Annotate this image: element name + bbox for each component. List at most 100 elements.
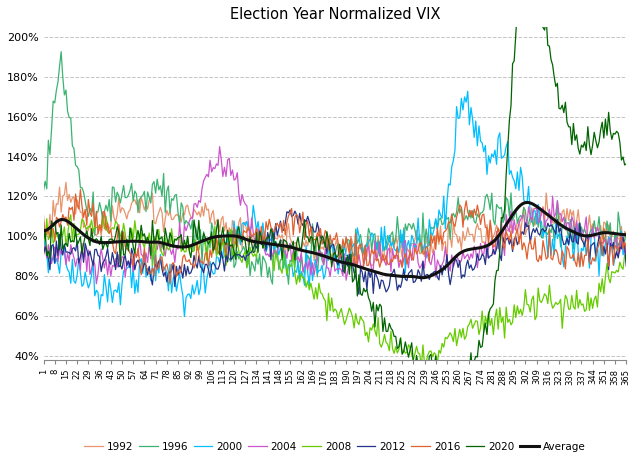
1996 [285, 282, 292, 287]
2016 [166, 281, 174, 287]
2000 [542, 231, 550, 237]
Average [40, 228, 47, 234]
2012 [275, 226, 283, 231]
2012 [200, 270, 207, 276]
2000 [40, 232, 47, 238]
2008 [273, 258, 281, 263]
2000 [163, 271, 171, 276]
Line: 2012: 2012 [44, 210, 627, 294]
Line: Average: Average [44, 202, 627, 278]
1996 [542, 230, 550, 235]
2020 [542, 16, 550, 21]
Average [542, 211, 550, 216]
Average [523, 200, 531, 205]
2008 [276, 266, 284, 272]
Average [419, 275, 427, 280]
Average [272, 242, 280, 248]
2008 [164, 247, 172, 253]
2004 [542, 218, 550, 224]
Line: 2020: 2020 [44, 0, 627, 389]
1996 [202, 237, 209, 242]
2020 [275, 242, 283, 247]
2020 [200, 230, 207, 236]
2012 [623, 263, 630, 269]
2004 [40, 247, 47, 252]
2012 [598, 253, 606, 258]
Average [598, 230, 606, 236]
2016 [278, 230, 286, 236]
1996 [164, 183, 172, 189]
2008 [417, 365, 425, 370]
2016 [203, 249, 211, 255]
2000 [598, 244, 606, 249]
1992 [542, 190, 550, 196]
2008 [202, 242, 209, 248]
Line: 1996: 1996 [44, 52, 627, 284]
2016 [164, 269, 172, 274]
2020 [598, 119, 606, 125]
2012 [163, 279, 171, 285]
2004 [164, 237, 172, 243]
2020 [40, 236, 47, 242]
2012 [286, 207, 294, 213]
2008 [40, 232, 47, 238]
2000 [273, 244, 281, 249]
Average [163, 242, 171, 247]
2000 [464, 89, 472, 94]
2008 [542, 293, 550, 299]
1996 [40, 188, 47, 193]
1996 [623, 230, 630, 235]
1996 [598, 228, 606, 234]
Average [275, 242, 283, 248]
Line: 2008: 2008 [44, 215, 627, 367]
1992 [273, 236, 281, 242]
2020 [272, 239, 280, 244]
2016 [623, 247, 630, 252]
1992 [40, 213, 47, 219]
2020 [623, 161, 630, 166]
2008 [598, 276, 606, 281]
Average [623, 232, 630, 237]
2000 [276, 244, 284, 250]
2012 [355, 291, 363, 297]
2000 [623, 241, 630, 246]
Average [200, 238, 207, 243]
2004 [278, 237, 286, 243]
1992 [276, 236, 284, 241]
1996 [273, 247, 281, 253]
1996 [58, 49, 65, 54]
2004 [93, 281, 100, 287]
2020 [443, 386, 451, 391]
2004 [202, 175, 209, 180]
Title: Election Year Normalized VIX: Election Year Normalized VIX [230, 7, 440, 22]
2000 [202, 290, 209, 296]
Line: 2004: 2004 [44, 147, 627, 284]
2012 [542, 227, 550, 233]
2016 [275, 225, 283, 230]
1992 [623, 233, 630, 239]
2016 [77, 187, 84, 192]
2004 [275, 244, 283, 249]
1992 [202, 200, 209, 206]
2000 [180, 314, 188, 319]
1992 [598, 236, 606, 242]
Legend: 1992, 1996, 2000, 2004, 2008, 2012, 2016, 2020, Average: 1992, 1996, 2000, 2004, 2008, 2012, 2016… [80, 438, 589, 456]
1992 [164, 213, 172, 218]
2004 [598, 240, 606, 246]
2016 [542, 256, 550, 262]
2016 [40, 218, 47, 224]
Line: 2000: 2000 [44, 91, 627, 317]
1992 [368, 263, 376, 268]
Line: 2016: 2016 [44, 189, 627, 284]
2020 [163, 235, 171, 240]
1992 [62, 179, 70, 185]
2008 [623, 259, 630, 265]
Line: 1992: 1992 [44, 182, 627, 266]
2008 [67, 212, 75, 218]
2012 [40, 252, 47, 257]
2004 [623, 241, 630, 246]
2016 [598, 253, 606, 259]
2004 [216, 144, 223, 149]
1996 [276, 257, 284, 262]
2012 [272, 221, 280, 226]
